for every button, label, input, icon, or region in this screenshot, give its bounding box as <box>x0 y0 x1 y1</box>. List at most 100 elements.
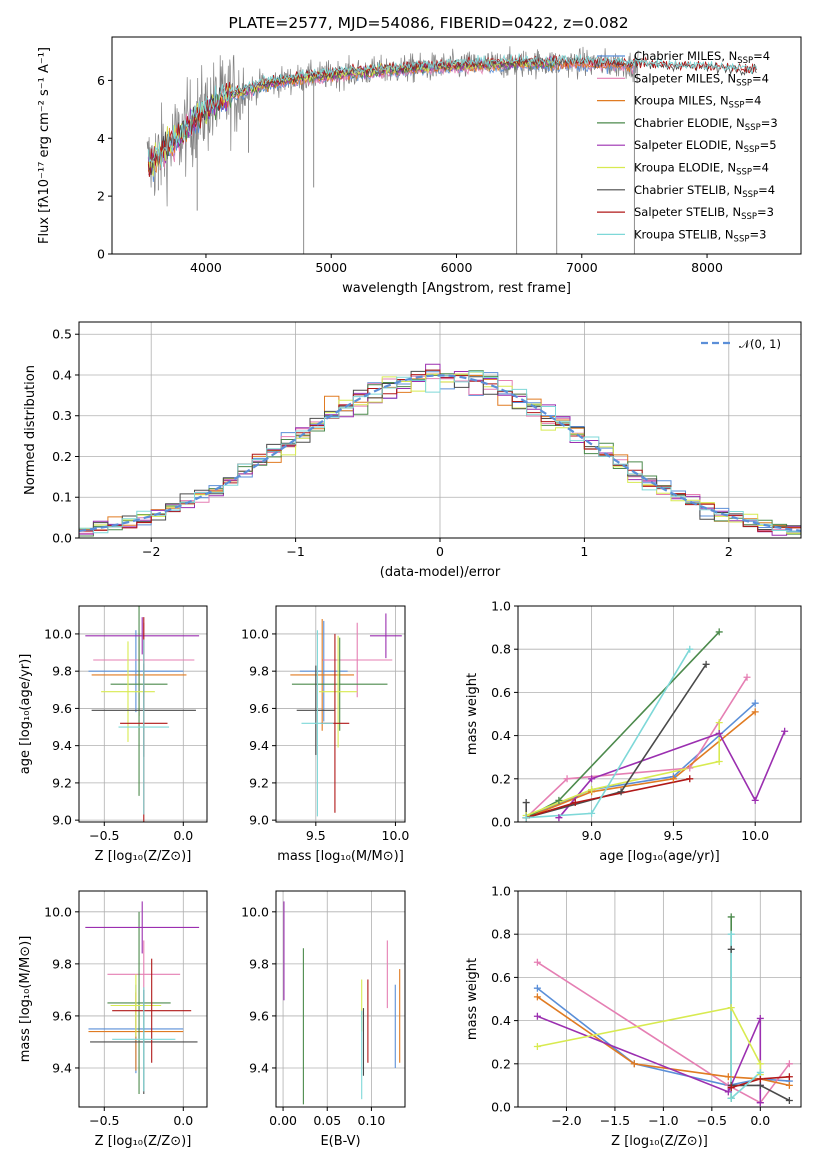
y-axis-label: mass weight <box>465 958 480 1040</box>
legend-value: =4 <box>753 49 770 63</box>
y-tick-label: 0.3 <box>52 408 72 423</box>
y-tick-label: 9.6 <box>249 701 269 716</box>
x-tick-label: 0.0 <box>173 1113 193 1128</box>
legend-name: Salpeter MILES, N <box>634 71 736 85</box>
weight-marker <box>686 764 694 772</box>
x-axis-label: (data-model)/error <box>380 565 501 580</box>
weight-marker <box>533 1043 541 1051</box>
weight-line-chabrier-stelib <box>525 663 707 819</box>
weight-marker <box>743 673 751 681</box>
legend-subscript: SSP <box>734 234 750 244</box>
plot-area <box>283 901 401 1105</box>
x-tick-label: 7000 <box>566 260 598 275</box>
x-tick-label: 2 <box>725 544 733 559</box>
axes-frame <box>111 36 802 255</box>
y-tick-label: 0.4 <box>52 367 72 382</box>
x-axis-label: wavelength [Angstrom, rest frame] <box>342 281 571 296</box>
legend-entry: Salpeter ELODIE, NSSP=5 <box>634 138 777 155</box>
legend-name: Chabrier ELODIE, N <box>634 116 745 130</box>
weight-marker <box>756 1068 764 1076</box>
weight-marker <box>785 1060 793 1068</box>
axes-frame <box>78 321 802 539</box>
weight-marker <box>727 1094 735 1102</box>
legend-entry: Salpeter STELIB, NSSP=3 <box>634 205 774 222</box>
y-tick-label: 9.8 <box>249 956 269 971</box>
weight-line-kroupa-miles <box>525 711 756 819</box>
age-vs-metallicity-panel: −0.5 0.0 9.0 9.2 9.4 9.6 9.8 10.0 Z [log₁₀(Z/Z⊙)… <box>18 605 208 864</box>
weight-marker <box>756 1075 764 1083</box>
legend-subscript: SSP <box>736 78 752 88</box>
weight-marker <box>724 1073 732 1081</box>
legend-value: =3 <box>757 205 774 219</box>
y-axis-label: Flux [fλ10⁻¹⁷ erg cm⁻² s⁻¹ A⁻¹] <box>37 47 52 244</box>
x-tick-label: 6000 <box>441 260 473 275</box>
x-tick-label: 10.0 <box>382 828 410 843</box>
x-tick-label: −1.5 <box>600 1113 630 1128</box>
weight-marker <box>785 1097 793 1105</box>
weight-marker <box>702 660 710 668</box>
spectrum-panel: 4000 5000 6000 7000 8000 0 2 4 6 PLATE=2577, MJD=… <box>37 14 802 296</box>
weight-marker <box>686 645 694 653</box>
model-spectrum-kroupa-stelib <box>147 52 758 169</box>
y-tick-label: 0.6 <box>491 970 511 985</box>
y-tick-label: 10.0 <box>241 626 269 641</box>
x-tick-label: 9.5 <box>306 828 326 843</box>
weight-marker <box>756 1099 764 1107</box>
weight-marker <box>555 814 563 822</box>
y-tick-label: 9.4 <box>52 738 72 753</box>
y-tick-label: 9.8 <box>249 664 269 679</box>
y-tick-label: 4 <box>97 131 105 146</box>
y-axis-label: mass weight <box>465 673 480 755</box>
x-tick-label: 0 <box>436 544 444 559</box>
x-tick-label: 0.10 <box>358 1113 386 1128</box>
weight-marker <box>715 729 723 737</box>
weight-marker <box>785 1081 793 1089</box>
legend-entry: Chabrier STELIB, NSSP=4 <box>634 183 775 200</box>
axes-frame <box>517 605 802 823</box>
weight-marker <box>715 758 723 766</box>
axes-frame <box>517 890 802 1108</box>
legend-value: =4 <box>758 183 775 197</box>
x-axis-label: Z [log₁₀(Z/Z⊙)] <box>95 1134 192 1149</box>
x-tick-label: 10.0 <box>741 828 769 843</box>
weight-marker <box>727 930 735 938</box>
y-tick-label: 9.2 <box>52 775 72 790</box>
histogram-kroupa-stelib <box>79 371 801 534</box>
y-tick-label: 0.6 <box>491 685 511 700</box>
weight-marker <box>533 1012 541 1020</box>
legend-name: Salpeter ELODIE, N <box>634 138 744 152</box>
legend-value: =4 <box>752 161 769 175</box>
weight-marker <box>785 1073 793 1081</box>
weight-marker <box>756 1060 764 1068</box>
weight-line-salpeter-elodie <box>537 1015 762 1103</box>
weight-marker <box>563 775 571 783</box>
legend-entry: Kroupa ELODIE, NSSP=4 <box>634 161 769 178</box>
x-axis-label: mass [log₁₀(M/M⊙)] <box>277 849 404 864</box>
x-tick-label: 0.00 <box>269 1113 297 1128</box>
weight-line-kroupa-elodie <box>537 1006 762 1075</box>
weight-line-salpeter-miles <box>525 676 748 819</box>
y-axis-label: mass [log₁₀(M/M⊙)] <box>18 936 33 1063</box>
y-tick-label: 9.4 <box>52 1060 72 1075</box>
x-tick-label: 0.05 <box>313 1113 341 1128</box>
weight-marker <box>588 809 596 817</box>
y-tick-label: 0 <box>97 247 105 262</box>
y-tick-label: 9.0 <box>249 813 269 828</box>
mass-weight-vs-age-panel: 9.0 9.5 10.0 0.0 0.2 0.4 0.6 0.8 1.0 age [log₁₀(a… <box>465 599 802 864</box>
plot-area <box>85 606 200 822</box>
legend-entry: 𝒩(0, 1) <box>739 337 781 351</box>
weight-marker <box>533 984 541 992</box>
weight-marker <box>724 1088 732 1096</box>
mass-weight-vs-metallicity-panel: −2.0 −1.5 −1.0 −0.5 0.0 0.0 0.2 0.4 0.6 0.8 1.0 Z [… <box>465 884 802 1149</box>
x-tick-label: 1 <box>580 544 588 559</box>
y-tick-label: 0.0 <box>491 1100 511 1115</box>
y-tick-label: 0.4 <box>491 1013 511 1028</box>
legend-name: Chabrier MILES, N <box>634 49 737 63</box>
plot-area <box>85 901 200 1094</box>
x-axis-label: E(B-V) <box>320 1134 360 1149</box>
weight-line-kroupa-stelib <box>526 648 691 819</box>
normal-reference-curve <box>79 374 801 532</box>
y-tick-label: 0.1 <box>52 490 72 505</box>
weight-marker <box>617 788 625 796</box>
model-spectrum-chabrier-elodie <box>147 58 557 172</box>
